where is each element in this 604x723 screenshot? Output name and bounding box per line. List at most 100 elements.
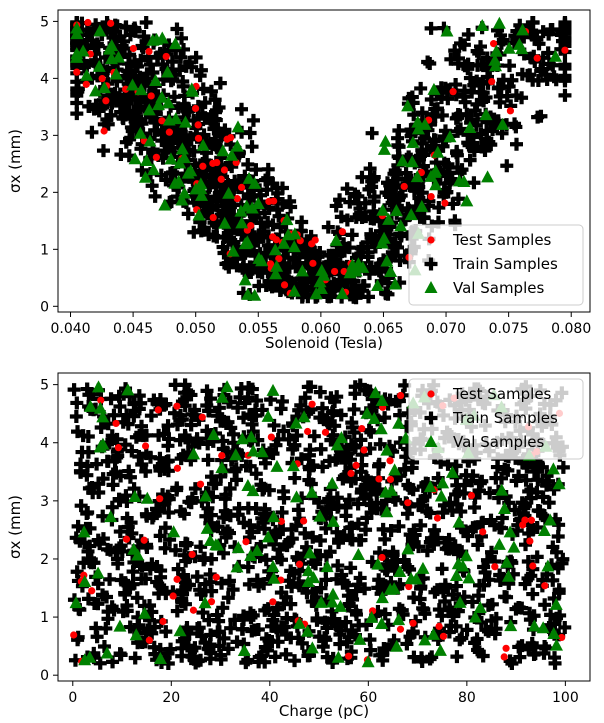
train-sample-point [447, 609, 461, 623]
train-sample-point [114, 573, 128, 587]
train-sample-point [352, 533, 366, 547]
y-tick-label: 2 [40, 552, 49, 568]
val-sample-point [313, 275, 327, 288]
train-sample-point [181, 207, 195, 221]
train-sample-point [228, 174, 242, 188]
val-sample-point [546, 462, 560, 475]
train-sample-point [178, 392, 192, 406]
train-sample-point [117, 34, 131, 48]
train-sample-point [188, 641, 202, 655]
test-sample-point [97, 396, 105, 404]
train-sample-point [96, 532, 110, 546]
train-sample-point [319, 504, 333, 518]
x-tick-label: 0.055 [238, 321, 278, 337]
val-sample-point [244, 549, 258, 562]
train-sample-point [496, 73, 510, 87]
train-sample-point [352, 618, 366, 632]
train-sample-point [451, 192, 465, 206]
train-sample-point [460, 623, 474, 637]
test-sample-point [242, 538, 250, 546]
test-sample-point [321, 428, 330, 436]
test-sample-point [277, 517, 285, 525]
val-sample-point [440, 24, 454, 37]
train-sample-point [71, 519, 85, 533]
train-sample-point [376, 653, 390, 667]
y-tick-label: 4 [40, 436, 49, 452]
val-sample-point [203, 533, 217, 546]
train-sample-point [314, 442, 328, 456]
train-sample-point [526, 16, 540, 30]
train-sample-point [521, 571, 535, 585]
test-sample-point [247, 222, 255, 230]
train-sample-point [558, 74, 572, 88]
val-sample-point [428, 165, 442, 178]
legend-marker-train [424, 257, 438, 271]
train-sample-point [266, 218, 280, 232]
val-sample-point [194, 177, 208, 190]
x-axis-label: Solenoid (Tesla) [265, 334, 383, 352]
val-sample-point [411, 115, 425, 128]
val-sample-point [277, 236, 291, 249]
val-sample-point [481, 170, 495, 183]
train-sample-point [271, 624, 285, 638]
train-sample-point [222, 526, 236, 540]
val-sample-point [433, 643, 447, 656]
train-sample-point [358, 196, 372, 210]
train-sample-point [532, 37, 546, 51]
train-sample-point [106, 478, 120, 492]
train-sample-point [139, 464, 153, 478]
train-sample-point [173, 63, 187, 77]
train-sample-point [164, 195, 178, 209]
train-sample-point [279, 590, 293, 604]
val-sample-point [220, 380, 234, 393]
train-sample-point [480, 51, 494, 65]
train-sample-point [196, 82, 210, 96]
val-sample-point [351, 548, 365, 561]
val-sample-point [109, 67, 123, 80]
train-sample-point [146, 65, 160, 79]
train-sample-point [526, 523, 540, 537]
train-sample-point [204, 136, 218, 150]
train-sample-point [427, 523, 441, 537]
val-sample-point [392, 416, 406, 429]
train-sample-point [353, 378, 367, 392]
test-sample-point [427, 193, 435, 201]
legend-box [408, 378, 584, 460]
val-sample-point [244, 430, 258, 443]
train-sample-point [176, 74, 190, 88]
test-sample-point [533, 54, 541, 62]
train-sample-point [100, 590, 114, 604]
val-sample-point [218, 216, 232, 229]
test-sample-point [207, 598, 216, 606]
train-sample-point [344, 561, 358, 575]
train-sample-point [131, 73, 145, 87]
train-sample-point [436, 585, 450, 599]
train-sample-point [446, 588, 460, 602]
train-sample-point [116, 605, 130, 619]
train-sample-point [551, 561, 565, 575]
train-sample-point [485, 597, 499, 611]
val-sample-point [153, 652, 167, 665]
val-sample-point [473, 601, 487, 614]
val-sample-point [503, 525, 517, 538]
val-sample-point [287, 284, 301, 297]
train-sample-point [541, 46, 555, 60]
train-sample-point [236, 261, 250, 275]
train-sample-point [417, 210, 431, 224]
test-sample-point [194, 121, 202, 129]
train-sample-point [373, 437, 387, 451]
train-sample-point [223, 482, 237, 496]
train-sample-point [515, 639, 529, 653]
legend-label: Test Samples [452, 385, 552, 403]
train-sample-point [458, 95, 472, 109]
train-sample-point [249, 163, 263, 177]
plot-frame [57, 9, 591, 313]
train-sample-point [471, 643, 485, 657]
val-sample-point [178, 115, 192, 128]
train-sample-point [85, 125, 99, 139]
train-sample-point [392, 602, 406, 616]
train-sample-point [211, 122, 225, 136]
train-sample-point [252, 520, 266, 534]
train-sample-point [145, 179, 159, 193]
val-sample-point [375, 616, 389, 629]
